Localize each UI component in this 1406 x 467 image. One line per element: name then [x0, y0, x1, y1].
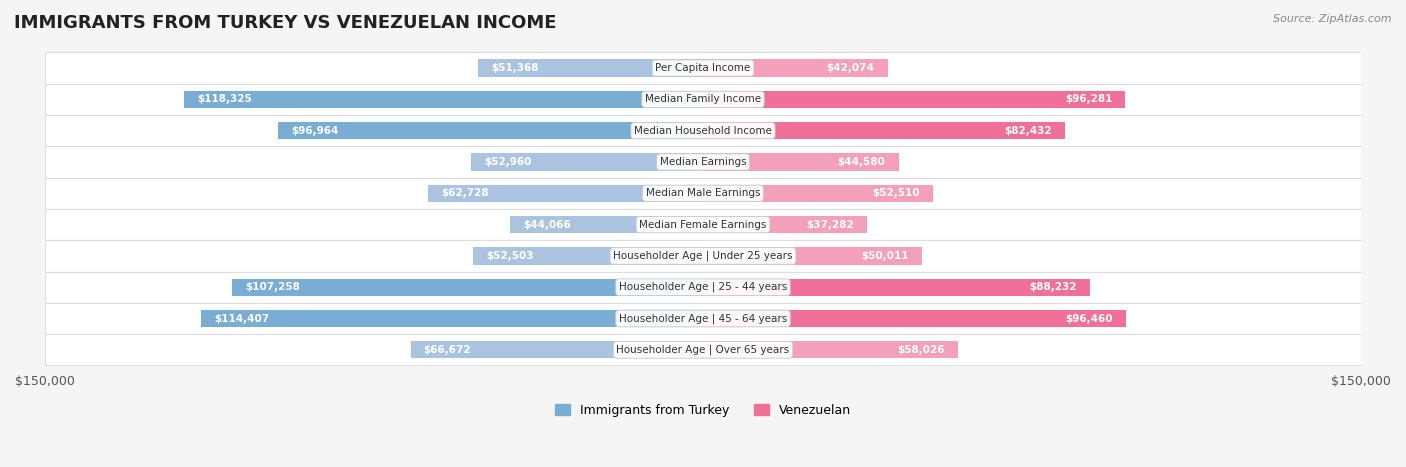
Bar	[510, 216, 703, 233]
FancyBboxPatch shape	[45, 240, 1361, 271]
Bar	[703, 153, 898, 170]
Text: $44,066: $44,066	[523, 219, 571, 230]
Text: Median Female Earnings: Median Female Earnings	[640, 219, 766, 230]
Text: Median Household Income: Median Household Income	[634, 126, 772, 135]
FancyBboxPatch shape	[45, 146, 1361, 177]
Text: $88,232: $88,232	[1029, 282, 1077, 292]
FancyBboxPatch shape	[45, 209, 1361, 240]
FancyBboxPatch shape	[45, 84, 1361, 115]
Text: Householder Age | 45 - 64 years: Householder Age | 45 - 64 years	[619, 313, 787, 324]
Text: $107,258: $107,258	[246, 282, 301, 292]
Text: $52,960: $52,960	[484, 157, 531, 167]
Text: $62,728: $62,728	[441, 188, 489, 198]
FancyBboxPatch shape	[45, 271, 1361, 303]
FancyBboxPatch shape	[45, 115, 1361, 146]
Bar	[703, 310, 1126, 327]
Text: $118,325: $118,325	[197, 94, 252, 104]
Text: Per Capita Income: Per Capita Income	[655, 63, 751, 73]
Text: IMMIGRANTS FROM TURKEY VS VENEZUELAN INCOME: IMMIGRANTS FROM TURKEY VS VENEZUELAN INC…	[14, 14, 557, 32]
Text: Householder Age | 25 - 44 years: Householder Age | 25 - 44 years	[619, 282, 787, 292]
Bar	[703, 122, 1064, 139]
FancyBboxPatch shape	[45, 177, 1361, 209]
Text: $44,580: $44,580	[838, 157, 886, 167]
Text: $51,368: $51,368	[491, 63, 538, 73]
Bar	[703, 341, 957, 359]
Text: $42,074: $42,074	[827, 63, 875, 73]
Bar	[472, 248, 703, 264]
Bar	[703, 91, 1125, 108]
Bar	[184, 91, 703, 108]
Text: Median Family Income: Median Family Income	[645, 94, 761, 104]
Bar	[411, 341, 703, 359]
Text: $96,281: $96,281	[1064, 94, 1112, 104]
Bar	[478, 59, 703, 77]
Text: $82,432: $82,432	[1004, 126, 1052, 135]
Bar	[232, 279, 703, 296]
FancyBboxPatch shape	[45, 334, 1361, 366]
Bar	[703, 279, 1090, 296]
Text: $58,026: $58,026	[897, 345, 945, 355]
Text: Median Male Earnings: Median Male Earnings	[645, 188, 761, 198]
Text: Householder Age | Over 65 years: Householder Age | Over 65 years	[616, 345, 790, 355]
Text: Median Earnings: Median Earnings	[659, 157, 747, 167]
Bar	[201, 310, 703, 327]
Text: $37,282: $37,282	[806, 219, 853, 230]
FancyBboxPatch shape	[45, 303, 1361, 334]
FancyBboxPatch shape	[45, 52, 1361, 84]
Text: $96,964: $96,964	[291, 126, 339, 135]
Legend: Immigrants from Turkey, Venezuelan: Immigrants from Turkey, Venezuelan	[550, 399, 856, 422]
Text: Source: ZipAtlas.com: Source: ZipAtlas.com	[1274, 14, 1392, 24]
Text: $114,407: $114,407	[214, 313, 270, 324]
Bar	[703, 248, 922, 264]
Text: $52,510: $52,510	[873, 188, 920, 198]
Bar	[703, 59, 887, 77]
Bar	[471, 153, 703, 170]
Bar	[427, 184, 703, 202]
Bar	[277, 122, 703, 139]
Text: $50,011: $50,011	[862, 251, 910, 261]
Text: $96,460: $96,460	[1066, 313, 1114, 324]
Text: $66,672: $66,672	[423, 345, 471, 355]
Bar	[703, 184, 934, 202]
Bar	[703, 216, 866, 233]
Text: Householder Age | Under 25 years: Householder Age | Under 25 years	[613, 251, 793, 261]
Text: $52,503: $52,503	[486, 251, 533, 261]
